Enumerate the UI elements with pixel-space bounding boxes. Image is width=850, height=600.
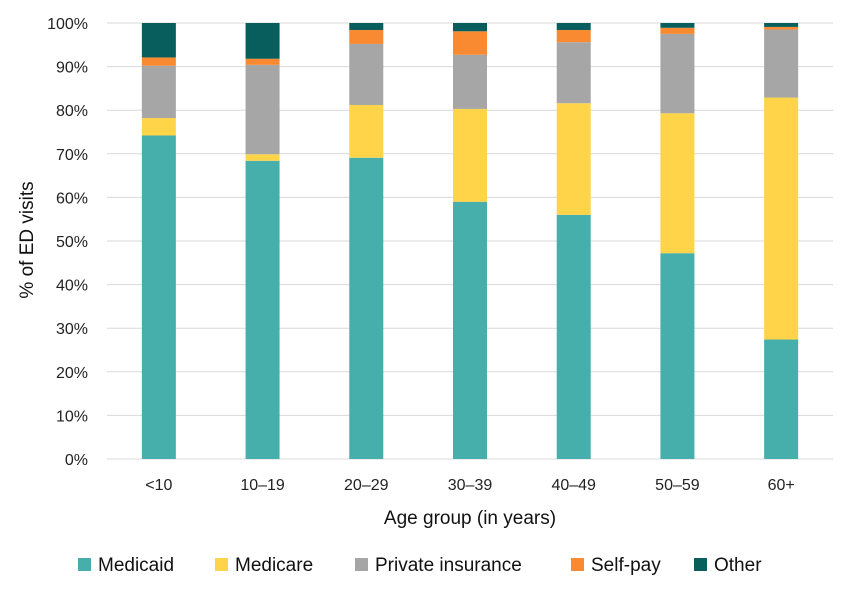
bar-segment-private-insurance	[141, 65, 176, 119]
x-tick-label: <10	[145, 477, 172, 494]
legend-label: Medicaid	[98, 555, 174, 576]
bar-segment-other	[245, 23, 280, 59]
bar-segment-self-pay	[245, 58, 280, 65]
legend-swatch-self-pay	[571, 558, 584, 571]
legend-label: Private insurance	[375, 555, 522, 576]
bar-segment-self-pay	[556, 29, 591, 43]
legend: Medicaid Medicare Private insurance Self-pa…	[78, 555, 762, 576]
bar-segment-medicare	[764, 97, 799, 340]
y-tick-label: 90%	[56, 60, 88, 77]
bars	[141, 23, 799, 459]
bar-segment-medicare	[349, 104, 384, 158]
bar-segment-medicare	[141, 118, 176, 136]
y-axis-ticks: 0% 10% 20% 30% 40% 50% 60% 70% 80% 90% 100%	[47, 16, 88, 469]
y-axis-title: % of ED visits	[17, 181, 38, 298]
bar-segment-private-insurance	[660, 33, 695, 114]
bar-segment-medicaid	[660, 253, 695, 459]
x-tick-label: 50–59	[655, 477, 700, 494]
bar-segment-other	[660, 23, 695, 28]
bar-segment-medicaid	[141, 135, 176, 459]
x-tick-label: 30–39	[448, 477, 493, 494]
legend-swatch-other	[694, 558, 707, 571]
bar-segment-self-pay	[764, 26, 799, 30]
y-tick-label: 20%	[56, 365, 88, 382]
bar-segment-medicaid	[349, 157, 384, 459]
y-tick-label: 80%	[56, 103, 88, 120]
bar-segment-medicare	[556, 103, 591, 215]
legend-swatch-private-insurance	[355, 558, 368, 571]
bar-segment-private-insurance	[556, 42, 591, 104]
legend-swatch-medicaid	[78, 558, 91, 571]
bar-segment-other	[453, 23, 487, 32]
y-tick-label: 10%	[56, 408, 88, 425]
x-tick-label: 10–19	[240, 477, 285, 494]
y-tick-label: 100%	[47, 16, 88, 33]
bar-segment-medicaid	[556, 214, 591, 459]
y-tick-label: 40%	[56, 278, 88, 295]
y-tick-label: 30%	[56, 321, 88, 338]
legend-label: Self-pay	[591, 555, 661, 576]
bar-segment-other	[764, 23, 799, 27]
bar-segment-medicare	[660, 113, 695, 254]
bar-segment-medicaid	[453, 201, 487, 459]
bar-segment-other	[556, 23, 591, 30]
legend-swatch-medicare	[215, 558, 228, 571]
bar-segment-medicaid	[764, 339, 799, 459]
x-tick-label: 20–29	[344, 477, 389, 494]
bar-segment-other	[141, 23, 176, 58]
bar-segment-private-insurance	[245, 64, 280, 155]
bar-segment-private-insurance	[453, 54, 487, 109]
y-tick-label: 70%	[56, 147, 88, 164]
y-tick-label: 0%	[65, 452, 88, 469]
bar-segment-self-pay	[660, 27, 695, 34]
y-tick-label: 60%	[56, 190, 88, 207]
bar-segment-private-insurance	[349, 43, 384, 105]
legend-label: Medicare	[235, 555, 313, 576]
bar-segment-medicaid	[245, 160, 280, 459]
y-tick-label: 50%	[56, 234, 88, 251]
x-axis-ticks: <10 10–19 20–29 30–39 40–49 50–59 60+	[145, 477, 794, 494]
bar-segment-self-pay	[141, 57, 176, 66]
bar-segment-medicare	[453, 108, 487, 202]
legend-label: Other	[714, 555, 762, 576]
bar-segment-private-insurance	[764, 29, 799, 98]
bar-segment-other	[349, 23, 384, 30]
x-tick-label: 40–49	[551, 477, 596, 494]
bar-segment-medicare	[245, 154, 280, 161]
bar-segment-self-pay	[349, 29, 384, 44]
x-axis-title: Age group (in years)	[384, 508, 556, 529]
bar-segment-self-pay	[453, 31, 487, 55]
x-tick-label: 60+	[768, 477, 795, 494]
